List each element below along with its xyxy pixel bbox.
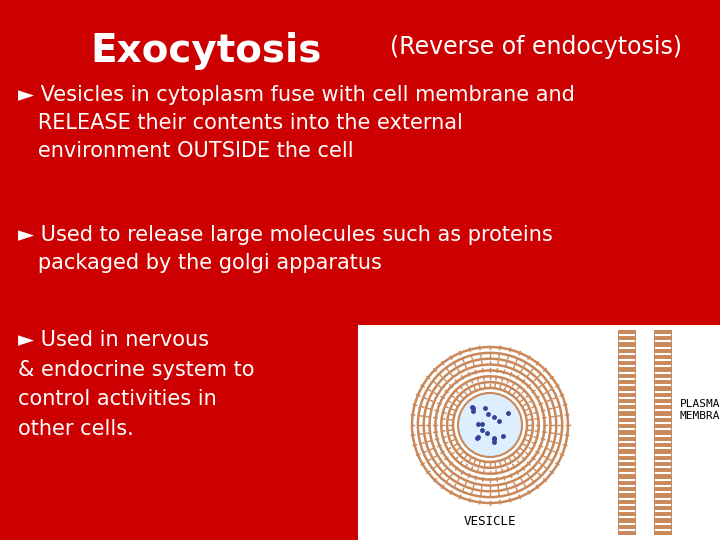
Text: ► Used in nervous
& endocrine system to
control activities in
other cells.: ► Used in nervous & endocrine system to … (18, 330, 254, 439)
Text: PLASMA
MEMBRANE: PLASMA MEMBRANE (680, 399, 720, 421)
Bar (654, 330, 672, 535)
Text: (Reverse of endocytosis): (Reverse of endocytosis) (390, 35, 682, 59)
Bar (618, 330, 636, 535)
Bar (358, 325, 720, 540)
Text: Exocytosis: Exocytosis (90, 32, 321, 70)
Text: VESICLE: VESICLE (464, 515, 516, 528)
Circle shape (458, 393, 522, 457)
Text: ► Vesicles in cytoplasm fuse with cell membrane and
   RELEASE their contents in: ► Vesicles in cytoplasm fuse with cell m… (18, 85, 575, 161)
Text: ► Used to release large molecules such as proteins
   packaged by the golgi appa: ► Used to release large molecules such a… (18, 225, 553, 273)
